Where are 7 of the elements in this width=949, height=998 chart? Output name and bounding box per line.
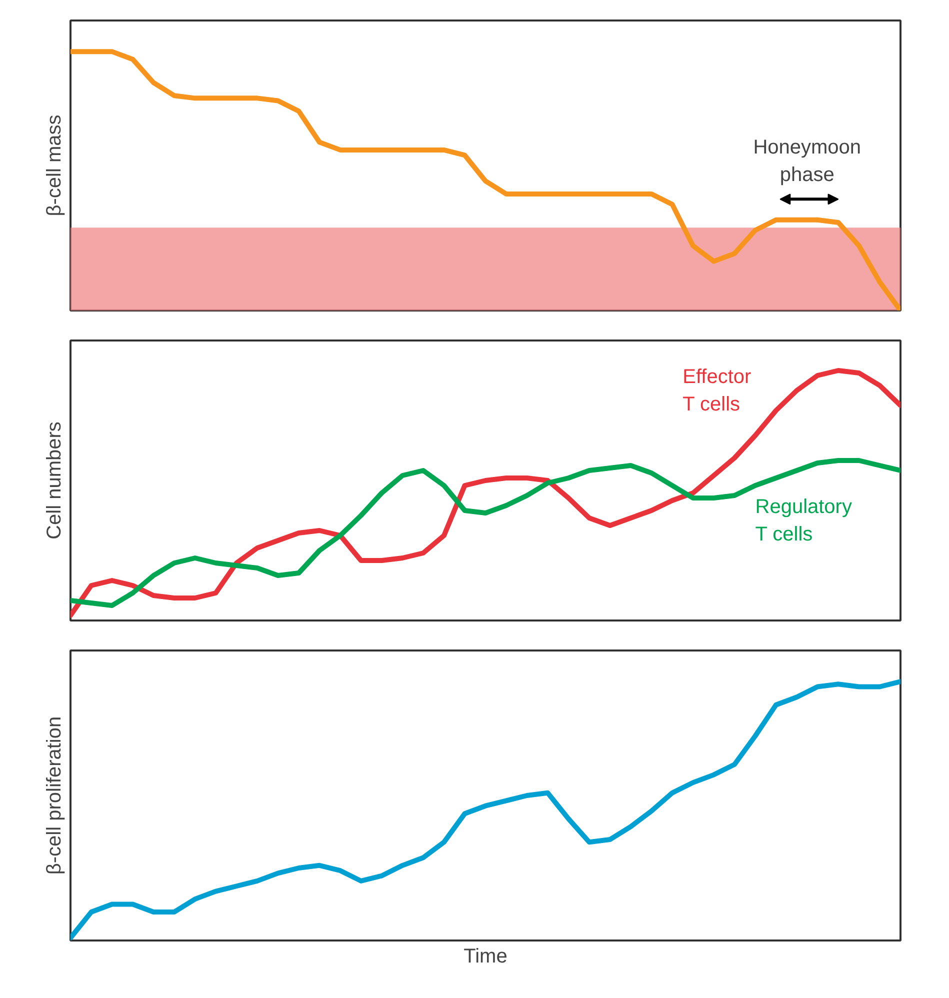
series-label: Effector T cells [682, 366, 752, 416]
y-axis-title: β-cell mass [44, 114, 66, 216]
series-label: Regulatory T cells [755, 496, 852, 546]
x-axis-title: Time [464, 946, 508, 968]
annotation: Honeymoon phase [753, 136, 862, 186]
y-axis-title: β-cell proliferation [44, 716, 66, 875]
y-axis-title: Cell numbers [44, 422, 66, 540]
